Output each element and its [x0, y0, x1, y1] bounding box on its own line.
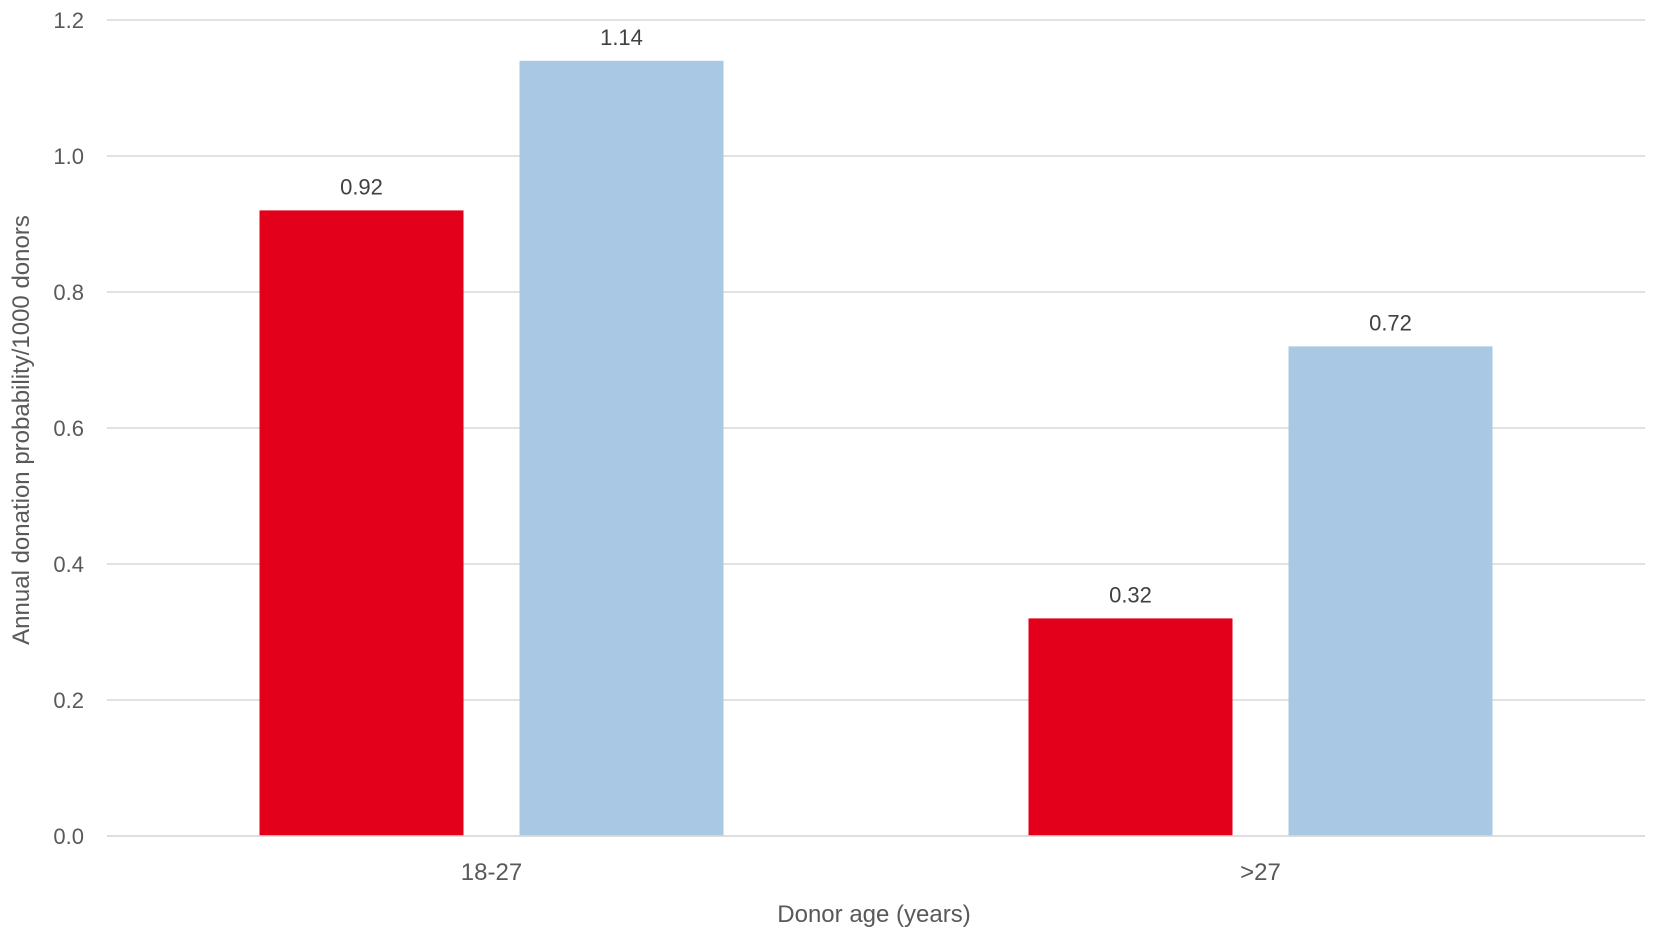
y-tick-label: 0.4 — [53, 552, 84, 577]
bar-series-2-cat-2 — [1288, 346, 1493, 836]
x-tick-label: 18-27 — [461, 859, 522, 886]
y-tick-label: 0.2 — [53, 688, 84, 713]
x-axis-ticks: 18-27 >27 — [107, 835, 1645, 886]
y-tick-label: 0.6 — [53, 416, 84, 441]
data-labels: 0.92 1.14 0.32 0.72 — [340, 25, 1412, 608]
data-label: 0.32 — [1109, 582, 1152, 607]
bars — [259, 60, 1493, 837]
bar-series-2-cat-1 — [519, 60, 724, 837]
bar-series-1-cat-2 — [1028, 618, 1233, 836]
data-label: 1.14 — [600, 25, 643, 50]
data-label: 0.72 — [1369, 310, 1412, 335]
y-axis-ticks: 0.0 0.2 0.4 0.6 0.8 1.0 1.2 — [53, 8, 84, 849]
x-tick-label: >27 — [1240, 859, 1281, 886]
y-tick-label: 0.8 — [53, 280, 84, 305]
y-tick-label: 0.0 — [53, 824, 84, 849]
data-label: 0.92 — [340, 174, 383, 199]
x-axis-title: Donor age (years) — [777, 901, 970, 928]
y-axis-title: Annual donation probability/1000 donors — [8, 215, 35, 645]
y-tick-label: 1.0 — [53, 144, 84, 169]
y-tick-label: 1.2 — [53, 8, 84, 33]
bar-series-1-cat-1 — [259, 210, 464, 836]
